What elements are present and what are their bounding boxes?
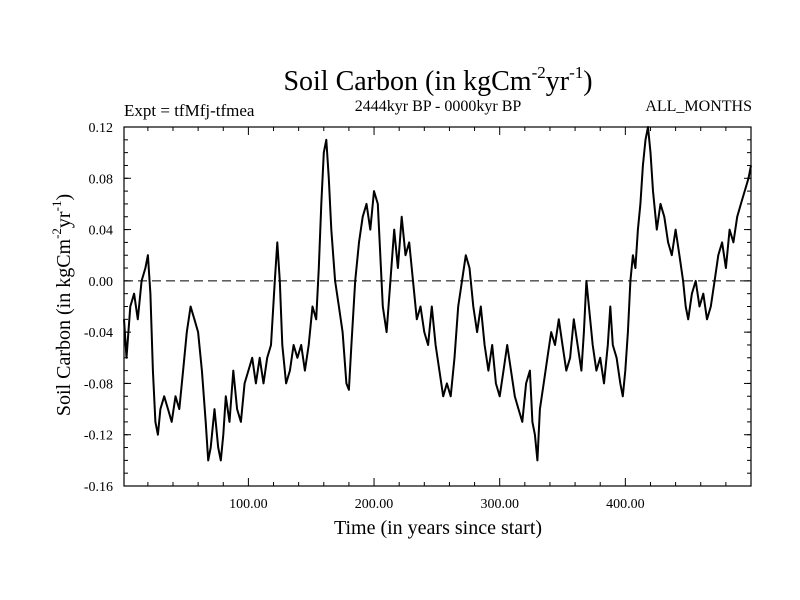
x-tick-label: 100.00 [229, 497, 268, 512]
y-tick-label: -0.08 [84, 377, 113, 392]
subtitle: 2444kyr BP - 0000kyr BP [355, 98, 522, 115]
season-label: ALL_MONTHS [645, 98, 752, 115]
y-tick-label: 0.04 [89, 224, 114, 239]
y-tick-label: 0.12 [89, 121, 114, 136]
series-line-1 [123, 126, 752, 462]
x-axis-label: Time (in years since start) [334, 517, 542, 539]
y-axis-label: Soil Carbon (in kgCm-2yr-1) [49, 194, 75, 416]
chart-title: Soil Carbon (in kgCm-2yr-1) [283, 63, 592, 97]
y-tick-label: -0.04 [84, 326, 113, 341]
y-tick-label: -0.12 [84, 429, 113, 444]
x-tick-label: 300.00 [480, 497, 519, 512]
x-tick-label: 200.00 [355, 497, 394, 512]
x-tick-label: 400.00 [606, 497, 645, 512]
y-tick-label: 0.00 [89, 275, 114, 290]
y-tick-label: 0.08 [89, 172, 114, 187]
experiment-label: Expt = tfMfj-tfmea [124, 101, 255, 120]
y-tick-label: -0.16 [84, 480, 113, 495]
plot-frame [123, 126, 752, 487]
